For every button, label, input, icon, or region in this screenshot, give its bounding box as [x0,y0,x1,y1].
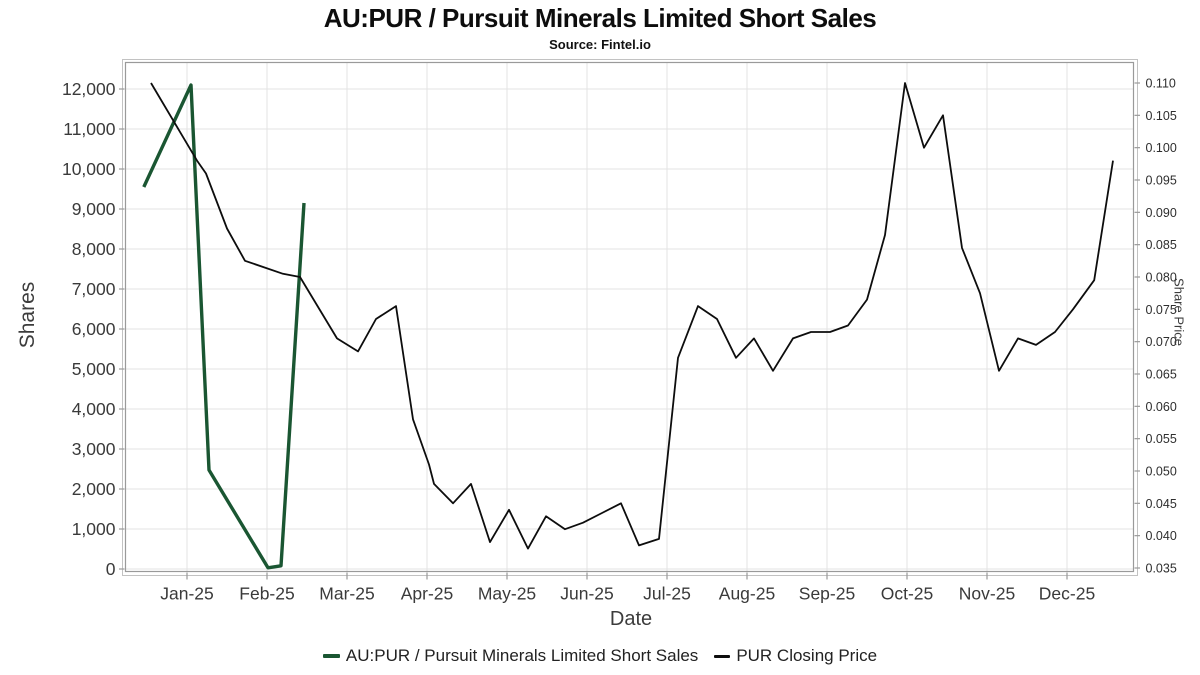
y-right-tick-label: 0.035 [1146,562,1177,576]
x-tick-label: Jan-25 [160,584,214,604]
y-left-tick-label: 8,000 [72,239,116,259]
x-axis-label-date: Date [609,608,653,630]
x-tick-label: Aug-25 [719,584,775,604]
y-right-tick-label: 0.065 [1146,368,1177,382]
y-left-tick-label: 10,000 [62,159,116,179]
x-tick-label: Jul-25 [643,584,691,604]
axis-ticks: 0 1,000 2,000 3,000 4,000 5,000 6,000 7,000 8,00… [62,76,1177,603]
y-right-tick-label: 0.050 [1146,465,1177,479]
y-left-tick-label: 0 [106,559,116,579]
x-tick-label: Apr-25 [401,584,454,604]
chart-title: AU:PUR / Pursuit Minerals Limited Short … [323,3,877,33]
y-left-tick-label: 1,000 [72,519,116,539]
y-right-tick-label: 0.090 [1146,206,1177,220]
y-left-tick-label: 12,000 [62,79,116,99]
series-closing-price [150,82,1114,550]
y-right-tick-label: 0.055 [1146,432,1177,446]
y-right-tick-label: 0.060 [1146,400,1177,414]
y-left-tick-label: 9,000 [72,199,116,219]
y-right-tick-label: 0.040 [1146,529,1177,543]
y-left-tick-label: 7,000 [72,279,116,299]
y-right-tick-label: 0.100 [1146,141,1177,155]
x-tick-label: Oct-25 [881,584,934,604]
y-left-tick-label: 6,000 [72,319,116,339]
y-right-tick-label: 0.095 [1146,173,1177,187]
x-tick-label: Nov-25 [959,584,1015,604]
y-left-tick-label: 3,000 [72,439,116,459]
x-tick-label: Mar-25 [319,584,374,604]
legend-swatch-short-sales [322,654,340,658]
plot-frame [122,59,1138,576]
legend-label-closing-price: PUR Closing Price [736,646,878,665]
y-right-tick-label: 0.080 [1146,271,1177,285]
y-right-tick-label: 0.045 [1146,497,1177,511]
x-tick-label: Dec-25 [1039,584,1095,604]
y-right-tick-label: 0.110 [1146,76,1176,90]
y-axis-label-share-price: Share Price [1171,278,1187,346]
x-tick-label: May-25 [478,584,536,604]
x-tick-label: Jun-25 [560,584,614,604]
gridlines [125,62,1134,572]
y-left-tick-label: 11,000 [63,119,115,139]
legend-label-short-sales: AU:PUR / Pursuit Minerals Limited Short … [345,646,699,665]
y-axis-label-shares: Shares [16,281,39,349]
series-short-sales [142,83,306,570]
chart-subtitle: Source: Fintel.io [549,37,651,52]
y-right-tick-label: 0.075 [1146,303,1177,317]
x-tick-label: Feb-25 [239,584,294,604]
y-left-tick-label: 5,000 [72,359,116,379]
legend-swatch-closing-price [714,654,731,658]
x-tick-label: Sep-25 [799,584,855,604]
y-left-tick-label: 4,000 [72,399,116,419]
legend: AU:PUR / Pursuit Minerals Limited Short … [0,646,1200,666]
y-right-tick-label: 0.070 [1146,335,1177,349]
y-left-tick-label: 2,000 [72,479,116,499]
y-right-tick-label: 0.085 [1146,238,1177,252]
y-right-tick-label: 0.105 [1146,109,1177,123]
